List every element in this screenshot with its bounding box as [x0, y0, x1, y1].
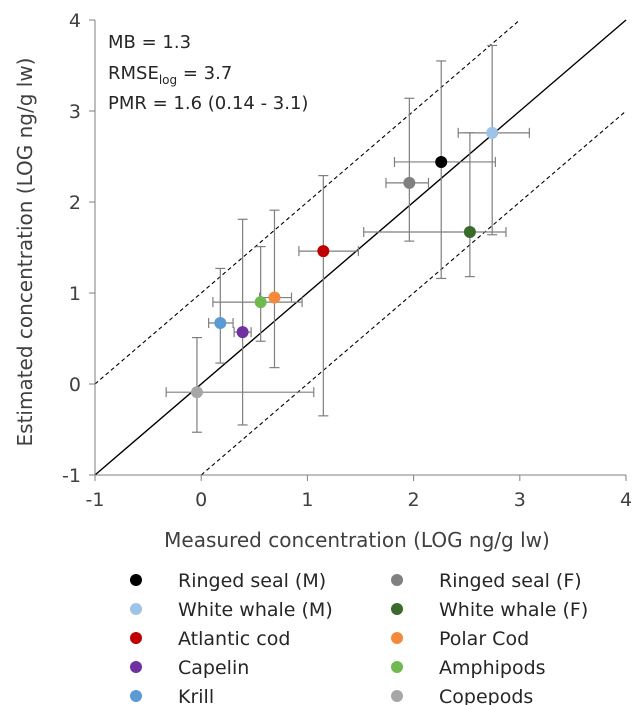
y-axis-label: Estimated concentration (LOG ng/g lw): [13, 58, 37, 447]
legend-marker-ringed-seal-f: [391, 574, 403, 586]
y-tick-label: 3: [69, 101, 81, 123]
data-point-amphipods: [254, 296, 267, 309]
dashed-factor-line-2: [200, 110, 627, 476]
x-tick-label: 4: [620, 489, 632, 511]
x-tick-label: 1: [301, 489, 313, 511]
x-tick-label: -1: [86, 489, 105, 511]
stat-rmse: RMSElog = 3.7: [108, 63, 232, 87]
y-tick-label: 4: [69, 10, 81, 32]
y-tick-label: 0: [69, 374, 81, 396]
data-point-ringed-seal-f: [403, 176, 416, 189]
reference-lines: [94, 19, 627, 476]
stat-rmse-value: = 3.7: [177, 63, 232, 84]
legend-label-copepods: Copepods: [439, 686, 533, 705]
legend-marker-capelin: [130, 661, 142, 673]
legend-marker-ringed-seal-m: [130, 574, 142, 586]
data-point-atlantic-cod: [317, 245, 330, 258]
legend-label-capelin: Capelin: [178, 657, 249, 679]
stat-pmr: PMR = 1.6 (0.14 - 3.1): [108, 93, 308, 114]
data-point-white-whale-f: [463, 226, 476, 239]
one-to-one-line: [94, 19, 627, 476]
axes: [89, 19, 627, 481]
y-tick-label: -1: [62, 465, 81, 487]
dashed-factor-line-1: [94, 19, 521, 385]
legend-label-amphipods: Amphipods: [439, 657, 546, 679]
y-tick-label: 1: [69, 283, 81, 305]
legend-marker-amphipods: [391, 661, 403, 673]
legend-label-atlantic-cod: Atlantic cod: [178, 628, 290, 650]
legend-label-ringed-seal-m: Ringed seal (M): [178, 570, 326, 592]
legend-marker-atlantic-cod: [130, 632, 142, 644]
x-tick-label: 2: [408, 489, 420, 511]
x-tick-label: 3: [514, 489, 526, 511]
stat-rmse-subscript: log: [159, 73, 177, 87]
tick-labels: -1 0 1 2 3 4 -1 0 1 2 3 4: [62, 10, 632, 511]
legend-label-krill: Krill: [178, 686, 214, 705]
data-point-krill: [214, 317, 227, 330]
x-axis-label: Measured concentration (LOG ng/g lw): [164, 528, 550, 552]
legend-marker-white-whale-f: [391, 603, 403, 615]
data-point-copepods: [190, 386, 203, 399]
data-point-white-whale-m: [486, 126, 499, 139]
legend-label-white-whale-m: White whale (M): [178, 599, 333, 621]
y-tick-label: 2: [69, 192, 81, 214]
legend-marker-copepods: [391, 690, 403, 702]
data-point-polar-cod: [268, 291, 281, 304]
x-tick-label: 0: [195, 489, 207, 511]
data-point-ringed-seal-m: [435, 155, 448, 168]
stat-mb: MB = 1.3: [108, 32, 191, 53]
legend-label-white-whale-f: White whale (F): [439, 599, 588, 621]
stat-rmse-prefix: RMSE: [108, 63, 159, 84]
legend-label-polar-cod: Polar Cod: [439, 628, 529, 650]
legend-marker-krill: [130, 690, 142, 702]
data-point-capelin: [236, 326, 249, 339]
legend-label-ringed-seal-f: Ringed seal (F): [439, 570, 582, 592]
stats-annotation: MB = 1.3 RMSElog = 3.7 PMR = 1.6 (0.14 -…: [108, 32, 308, 114]
legend: Ringed seal (M) Ringed seal (F) White whal…: [130, 570, 588, 705]
legend-marker-white-whale-m: [130, 603, 142, 615]
data-points: [190, 126, 499, 399]
legend-marker-polar-cod: [391, 632, 403, 644]
